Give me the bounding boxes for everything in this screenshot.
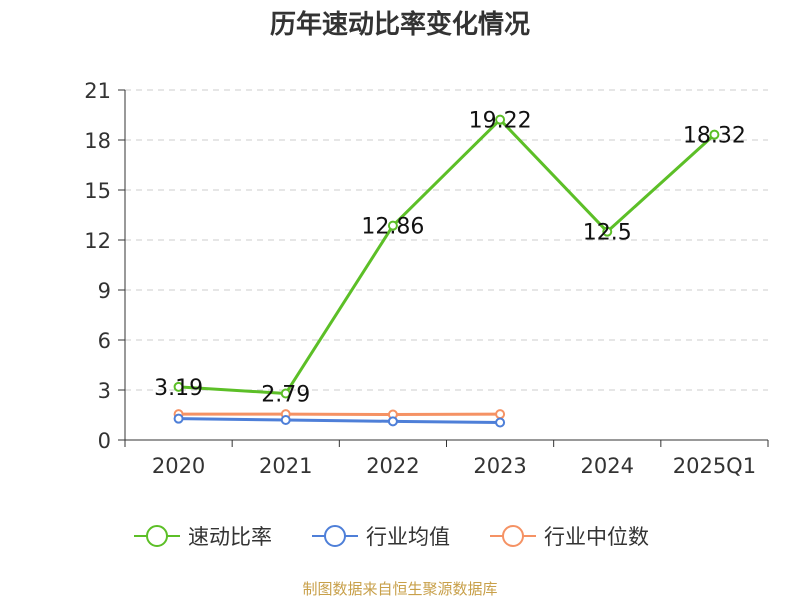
y-tick-label-3: 9 <box>98 279 111 303</box>
series-0-point-4 <box>602 226 613 237</box>
legend-label-0: 速动比率 <box>188 525 272 549</box>
data-label-2: 12.86 <box>361 215 424 240</box>
y-tick-label-1: 3 <box>98 379 111 403</box>
series-0-point-0 <box>173 381 184 392</box>
legend-label-2: 行业中位数 <box>544 525 649 549</box>
y-tick-label-2: 6 <box>98 329 111 353</box>
data-label-1: 2.79 <box>261 383 310 408</box>
data-label-4: 12.5 <box>583 221 632 246</box>
data-label-5: 18.32 <box>683 124 746 149</box>
series-1-point-2 <box>387 416 398 427</box>
x-tick-label-4: 2024 <box>581 454 634 478</box>
legend-swatch-0 <box>134 520 180 552</box>
series-line-1 <box>178 417 501 424</box>
series-0-point-3 <box>495 114 506 125</box>
x-tick-label-5: 2025Q1 <box>673 454 756 478</box>
chart-title: 历年速动比率变化情况 <box>269 10 530 40</box>
x-tick-label-2: 2022 <box>366 454 419 478</box>
legend-marker-1 <box>312 525 358 547</box>
series-0-point-5 <box>709 129 720 140</box>
x-tick-label-0: 2020 <box>152 454 205 478</box>
series-line-0 <box>178 118 716 395</box>
x-tick-label-1: 2021 <box>259 454 312 478</box>
series-1-point-3 <box>495 417 506 428</box>
y-tick-label-5: 15 <box>84 179 111 203</box>
y-tick-label-7: 21 <box>84 79 111 103</box>
legend-marker-0 <box>134 525 180 547</box>
data-label-3: 19.22 <box>469 109 532 134</box>
legend-label-1: 行业均值 <box>366 525 450 549</box>
series-0-point-1 <box>280 388 291 399</box>
data-label-0: 3.19 <box>154 376 203 401</box>
series-1-point-1 <box>280 415 291 425</box>
y-tick-label-4: 12 <box>84 229 111 253</box>
legend: 速动比率 行业均值 行业中位数 <box>0 520 800 552</box>
y-tick-label-0: 0 <box>98 429 111 453</box>
series-2-point-3 <box>495 409 506 420</box>
series-0-point-2 <box>387 220 398 231</box>
series-1-point-0 <box>173 413 184 424</box>
legend-item-1[interactable]: 行业均值 <box>312 520 450 552</box>
legend-swatch-1 <box>312 520 358 552</box>
legend-swatch-2 <box>490 520 536 552</box>
y-tick-label-6: 18 <box>84 129 111 153</box>
legend-item-0[interactable]: 速动比率 <box>134 520 272 552</box>
legend-marker-2 <box>490 525 536 547</box>
source-note: 制图数据来自恒生聚源数据库 <box>302 580 498 598</box>
x-tick-label-3: 2023 <box>473 454 526 478</box>
legend-item-2[interactable]: 行业中位数 <box>490 520 649 552</box>
